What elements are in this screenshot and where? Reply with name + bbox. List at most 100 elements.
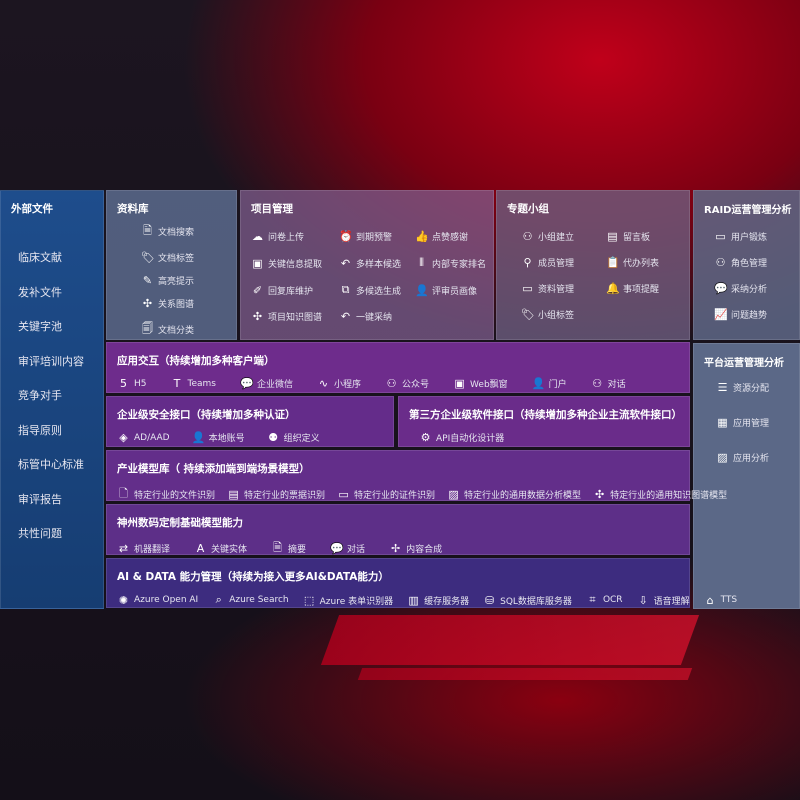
panel-title: 第三方企业级软件接口（持续增加多种企业主流软件接口） — [409, 409, 682, 421]
decor-wedge — [320, 615, 700, 665]
ranking-icon: ⫴ — [419, 256, 424, 269]
external-file-item[interactable]: 审评报告 — [18, 492, 62, 506]
item-sql[interactable]: ⛁ SQL数据库服务器 — [483, 593, 572, 607]
item-teams[interactable]: T Teams — [171, 377, 216, 390]
item-bbs[interactable]: ▤ 留言板 — [606, 230, 686, 243]
item-label: 问题趋势 — [731, 311, 768, 321]
item-summary[interactable]: 🗎 摘要 — [271, 539, 306, 558]
item-html5[interactable]: 5 H5 — [117, 377, 147, 390]
item-label: 缓存服务器 — [424, 596, 470, 607]
item-label: 摘要 — [288, 545, 307, 555]
item-qa[interactable]: 💬 采纳分析 — [714, 282, 789, 295]
item-chat[interactable]: 💬 对话 — [330, 539, 365, 558]
item-ocr[interactable]: ⌗ OCR — [586, 593, 623, 607]
item-form[interactable]: ⬚ Azure 表单识别器 — [303, 593, 393, 607]
panel-title: 资料库 — [117, 203, 149, 215]
item-wechat[interactable]: 💬 企业微信 — [240, 377, 293, 390]
security-panel: 企业级安全接口（持续增加多种认证） ◈ AD/AAD 👤 本地账号 ⚉ 组织定义 — [106, 396, 394, 447]
raid-panel: RAID运营管理分析 ▭ 用户锻炼 ⚇ 角色管理 💬 采纳分析 📈 问题趋势 — [693, 190, 800, 340]
window-icon: ▣ — [252, 256, 263, 270]
item-label: 应用管理 — [733, 419, 770, 429]
graph-icon: ✣ — [594, 488, 605, 501]
item-label: SQL数据库服务器 — [500, 596, 572, 607]
item-folder[interactable]: ▭ 资料管理 — [521, 282, 606, 295]
item-id-card[interactable]: ▭ 用户锻炼 — [714, 230, 789, 243]
item-azure-ad[interactable]: ◈ AD/AAD — [117, 431, 169, 444]
item-tag[interactable]: 🏷 小组标签 — [521, 308, 606, 321]
item-alarm[interactable]: ⏰ 到期预警 — [339, 230, 415, 243]
library-panel: 资料库 🗎 文档搜索 🏷 文档标签 ✎ 高亮提示 ✣ 关系图谱 🗐 文档分类 — [106, 190, 237, 340]
item-user[interactable]: 👤 评审员画像 — [415, 283, 495, 297]
item-chart[interactable]: ▨ 应用分析 — [716, 451, 789, 464]
item-window[interactable]: ▣ 关键信息提取 — [251, 256, 339, 270]
item-users[interactable]: ⚇ 小组建立 — [521, 230, 606, 243]
item-edit[interactable]: ✐ 回复库维护 — [251, 283, 339, 297]
item-receipt[interactable]: ▤ 特定行业的票据识别 — [227, 485, 325, 504]
ai-data-panel: AI & DATA 能力管理（持续为接入更多AI&DATA能力） ✺ Azure … — [106, 558, 737, 608]
panel-title: 外部文件 — [11, 203, 53, 215]
item-analytics[interactable]: ▨ 特定行业的通用数据分析模型 — [447, 485, 581, 504]
item-graph[interactable]: ✣ 项目知识图谱 — [251, 310, 339, 323]
item-cache[interactable]: ▥ 缓存服务器 — [407, 593, 469, 607]
item-speech[interactable]: ⇩ 语音理解 — [637, 593, 689, 607]
external-file-item[interactable]: 指导原则 — [18, 423, 62, 437]
item-label: 留言板 — [623, 233, 651, 243]
cache-icon: ▥ — [408, 593, 419, 607]
item-users[interactable]: ⚇ 角色管理 — [714, 256, 789, 269]
item-list[interactable]: ☰ 资源分配 — [716, 381, 789, 394]
item-thumbs-up[interactable]: 👍 点赞感谢 — [415, 230, 495, 243]
panel-title: AI & DATA 能力管理（持续为接入更多AI&DATA能力） — [117, 571, 389, 583]
file-search-icon: 🗎 — [143, 224, 152, 237]
item-translate[interactable]: ⇄ 机器翻译 — [117, 539, 170, 558]
item-puzzle[interactable]: ⧉ 多候选生成 — [339, 283, 415, 297]
item-org[interactable]: ⚉ 组织定义 — [267, 431, 320, 444]
item-file-search[interactable]: 🗎 文档搜索 — [141, 222, 226, 241]
panel-title: RAID运营管理分析 — [704, 205, 792, 216]
decor-wedge — [357, 668, 693, 680]
item-pen[interactable]: ✎ 高亮提示 — [141, 274, 226, 287]
item-label: 组织定义 — [283, 434, 320, 444]
external-file-item[interactable]: 共性问题 — [18, 527, 62, 541]
item-trend[interactable]: 📈 问题趋势 — [714, 308, 789, 321]
item-file[interactable]: 🗋 特定行业的文件识别 — [117, 485, 215, 504]
item-label: 评审员画像 — [432, 286, 478, 297]
item-chat-users[interactable]: ⚇ 对话 — [591, 377, 625, 390]
item-entity[interactable]: A 关键实体 — [194, 539, 247, 558]
item-label: 回复库维护 — [268, 286, 314, 297]
item-graph[interactable]: ✣ 关系图谱 — [141, 297, 226, 310]
trend-icon: 📈 — [714, 308, 728, 321]
panel-title: 产业模型库（ 持续添加端到端场景模型） — [117, 463, 310, 475]
item-apps[interactable]: ▦ 应用管理 — [716, 416, 789, 429]
item-search[interactable]: ⌕ Azure Search — [212, 593, 289, 607]
item-label: 关键实体 — [211, 545, 248, 555]
item-portal[interactable]: 👤 门户 — [532, 377, 567, 390]
item-reply[interactable]: ↶ 多样本候选 — [339, 256, 415, 270]
item-users[interactable]: ⚇ 公众号 — [385, 377, 429, 390]
item-gear[interactable]: ⚙ API自动化设计器 — [419, 431, 505, 444]
external-file-item[interactable]: 关键字池 — [18, 320, 62, 334]
item-tts[interactable]: ⌂ TTS — [704, 593, 738, 607]
item-label: OCR — [602, 595, 623, 605]
item-clipboard[interactable]: 📋 代办列表 — [606, 256, 686, 269]
item-bell[interactable]: 🔔 事项提醒 — [606, 282, 686, 295]
item-cloud-upload[interactable]: ☁ 问卷上传 — [251, 230, 339, 243]
item-reply[interactable]: ↶ 一键采纳 — [339, 310, 415, 323]
item-miniprogram[interactable]: ∿ 小程序 — [317, 377, 361, 390]
external-file-item[interactable]: 临床文献 — [18, 251, 62, 265]
item-user-key[interactable]: 👤 本地账号 — [192, 431, 245, 444]
item-ranking[interactable]: ⫴ 内部专家排名 — [415, 256, 495, 270]
item-openai[interactable]: ✺ Azure Open AI — [117, 593, 198, 607]
external-file-item[interactable]: 标管中心标准 — [18, 458, 84, 472]
item-document[interactable]: 🗐 文档分类 — [141, 320, 226, 339]
item-window[interactable]: ▣ Web飘窗 — [453, 377, 507, 390]
item-tag[interactable]: 🏷 文档标签 — [141, 251, 226, 264]
external-file-item[interactable]: 审评培训内容 — [18, 354, 84, 368]
item-id-card[interactable]: ▭ 特定行业的证件识别 — [337, 485, 435, 504]
item-compose[interactable]: ✢ 内容合成 — [389, 539, 442, 558]
external-file-item[interactable]: 发补文件 — [18, 285, 62, 299]
external-file-item[interactable]: 竞争对手 — [18, 389, 62, 403]
sql-icon: ⛁ — [485, 593, 495, 607]
item-label: Azure Open AI — [134, 595, 199, 605]
item-user-add[interactable]: ⚲ 成员管理 — [521, 256, 606, 269]
item-graph[interactable]: ✣ 特定行业的通用知识图谱模型 — [593, 485, 727, 504]
